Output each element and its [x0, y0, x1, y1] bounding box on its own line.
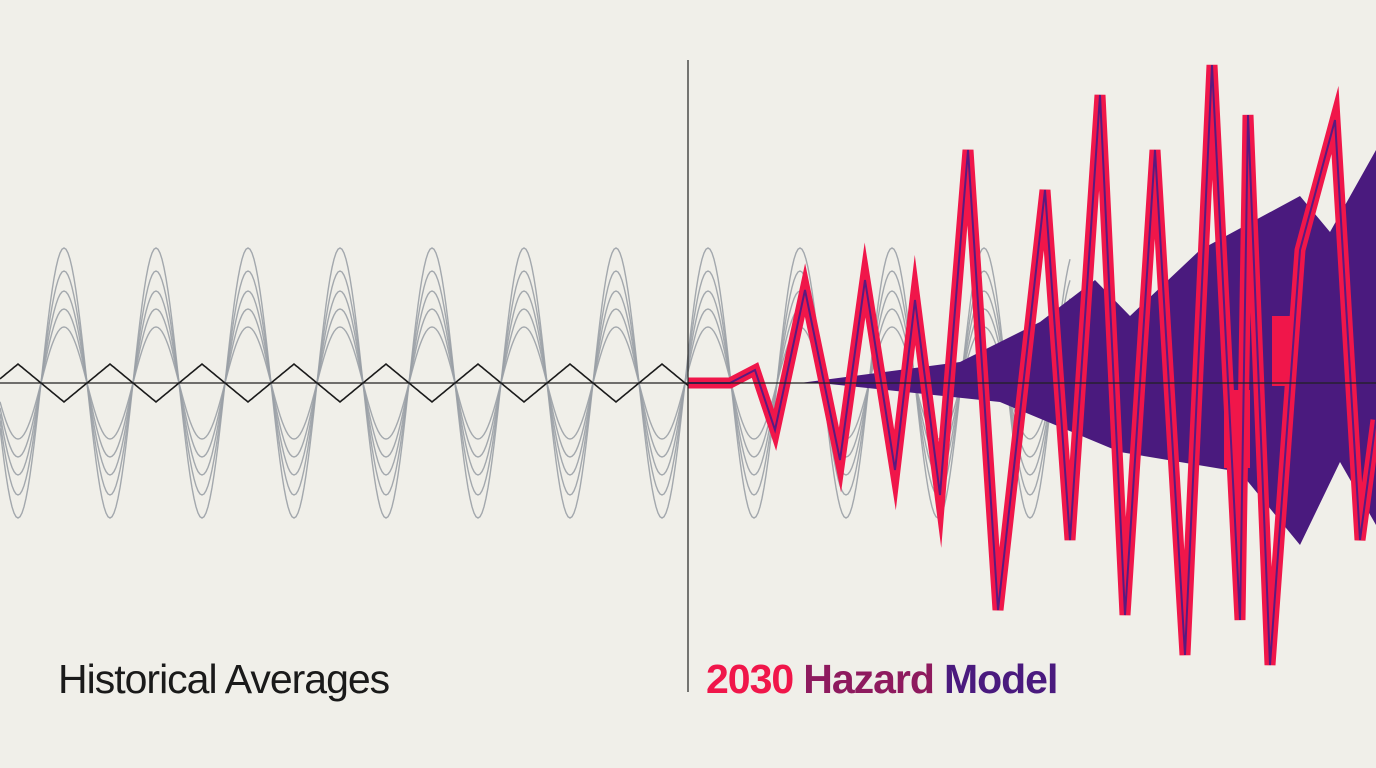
right-title-year: 2030	[706, 656, 793, 702]
right-title-word: Hazard	[803, 656, 934, 702]
purple-core	[688, 64, 1376, 666]
zigzag	[0, 362, 689, 404]
historical-waves	[0, 247, 1071, 519]
model-waves	[688, 64, 1376, 666]
right-title-word: Model	[944, 656, 1057, 702]
grey-wave	[0, 326, 1071, 440]
purple-area	[800, 150, 1376, 383]
left-title: Historical Averages	[58, 656, 390, 702]
right-title: 2030 Hazard Model	[706, 656, 1057, 702]
